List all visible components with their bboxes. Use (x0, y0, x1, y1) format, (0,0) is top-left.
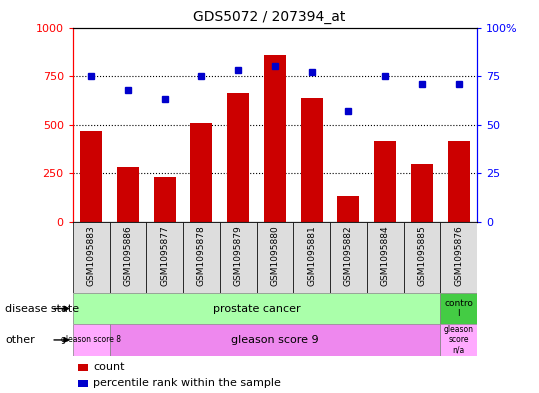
Bar (337, 196, 360, 222)
Bar (73, 222, 109, 293)
Bar (440, 293, 477, 324)
Text: prostate cancer: prostate cancer (213, 303, 300, 314)
Text: count: count (93, 362, 125, 373)
Bar (330, 222, 367, 293)
Text: percentile rank within the sample: percentile rank within the sample (93, 378, 281, 388)
Bar (301, 97, 323, 222)
Text: GSM1095883: GSM1095883 (87, 226, 95, 286)
Text: GSM1095877: GSM1095877 (160, 226, 169, 286)
Bar (109, 324, 440, 356)
Text: GSM1095881: GSM1095881 (307, 226, 316, 286)
Text: GSM1095884: GSM1095884 (381, 226, 390, 286)
Bar (404, 222, 440, 293)
Text: GSM1095879: GSM1095879 (233, 226, 243, 286)
Text: GSM1095885: GSM1095885 (417, 226, 426, 286)
Bar (293, 222, 330, 293)
Bar (367, 222, 404, 293)
Text: GSM1095882: GSM1095882 (344, 226, 353, 286)
Bar (73, 324, 109, 356)
Bar (154, 177, 176, 222)
Bar (220, 222, 257, 293)
Bar (227, 93, 249, 222)
Bar (264, 55, 286, 222)
Bar (440, 324, 477, 356)
Bar (257, 222, 293, 293)
Text: GSM1095880: GSM1095880 (271, 226, 279, 286)
Bar (190, 123, 212, 222)
Bar (146, 222, 183, 293)
Bar (109, 222, 146, 293)
Text: contro
l: contro l (444, 299, 473, 318)
Text: other: other (5, 335, 35, 345)
Text: GSM1095878: GSM1095878 (197, 226, 206, 286)
Text: gleason
score
n/a: gleason score n/a (444, 325, 474, 355)
Text: disease state: disease state (5, 303, 80, 314)
Text: gleason score 8: gleason score 8 (61, 336, 121, 344)
Bar (183, 222, 220, 293)
Bar (440, 222, 477, 293)
Bar (117, 167, 139, 222)
Text: gleason score 9: gleason score 9 (231, 335, 319, 345)
Text: GSM1095876: GSM1095876 (454, 226, 463, 286)
Bar (374, 141, 396, 222)
Bar (80, 130, 102, 222)
Bar (411, 163, 433, 222)
Bar (447, 141, 469, 222)
Text: GSM1095886: GSM1095886 (123, 226, 133, 286)
Text: GDS5072 / 207394_at: GDS5072 / 207394_at (194, 10, 345, 24)
